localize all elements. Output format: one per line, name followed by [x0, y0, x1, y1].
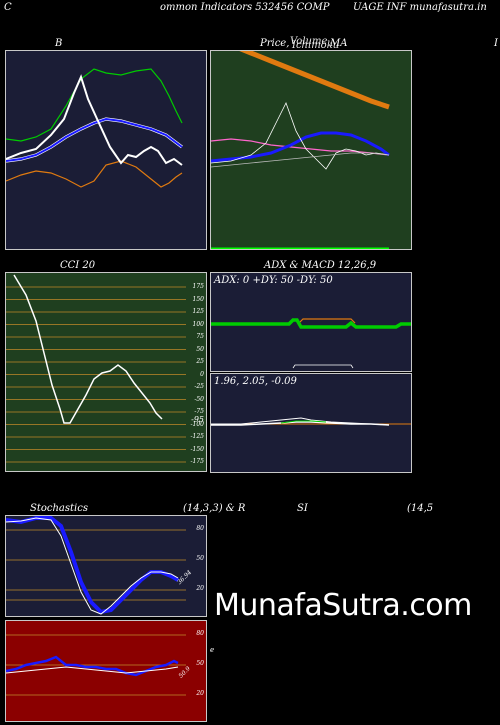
- stoch-tick-80: 80: [196, 525, 204, 532]
- price-ma-panel: [210, 50, 412, 250]
- price-edge-letter: I: [494, 38, 498, 49]
- cci-tick-label: 0: [200, 370, 204, 378]
- stoch-d-line: [6, 517, 179, 615]
- adx-chart: [211, 318, 411, 369]
- cci-panel: -95 175 150 125 100 75 50 25 0 -25 -50 -75 -100 -125…: [5, 272, 207, 472]
- rsi-side-mark: e: [210, 646, 215, 654]
- cci-tick-label: -175: [190, 458, 204, 465]
- rsi-tick-80: 80: [196, 630, 204, 637]
- rsi-params: (14,5: [407, 503, 434, 514]
- bollinger-title: B: [55, 38, 63, 49]
- cci-tick-label: 50: [196, 345, 204, 353]
- header-initial: C: [4, 2, 12, 13]
- stochastics-panel: 80 50 20 36.94: [5, 515, 207, 617]
- rsi-line: [6, 655, 179, 677]
- bollinger-upper-band: [6, 68, 183, 142]
- stoch-tick-50: 50: [196, 555, 204, 562]
- cci-title: CCI 20: [60, 260, 96, 271]
- cci-tick-label: -150: [190, 445, 204, 453]
- macd-panel: 1.96, 2.05, -0.09: [210, 373, 412, 473]
- bollinger-price-line: [6, 74, 183, 166]
- adx-white-box-top: [292, 364, 354, 369]
- macd-line: [211, 421, 390, 426]
- rsi-tick-50: 50: [196, 660, 204, 667]
- cci-tick-label: -75: [194, 408, 204, 415]
- adx-orange-line: [298, 318, 356, 324]
- price-ma-gray-line: [211, 152, 390, 168]
- header-title: ommon Indicators 532456 COMP: [160, 2, 330, 13]
- cci-current-value: -95: [191, 415, 204, 424]
- cci-tick-label: -100: [190, 420, 204, 428]
- cci-tick-label: 175: [192, 283, 204, 290]
- bollinger-middle-band-inner: [6, 117, 183, 162]
- cci-line: [13, 274, 163, 424]
- adx-panel: ADX: 0 +DY: 50 -DY: 50: [210, 272, 412, 372]
- price-ma-chart: [211, 51, 390, 249]
- cci-tick-label: -25: [194, 383, 204, 390]
- cci-tick-label: -50: [194, 395, 204, 403]
- bollinger-lower-band: [6, 160, 183, 188]
- price-ma-blue-line: [211, 131, 390, 163]
- price-title-volume: Volume: [290, 36, 328, 47]
- rsi-title: SI: [297, 503, 308, 514]
- cci-tick-label: -125: [190, 433, 204, 440]
- cci-tick-label: 100: [192, 320, 204, 328]
- macd-readout: 1.96, 2.05, -0.09: [214, 376, 297, 387]
- watermark-logo: MunafaSutra.com: [214, 588, 472, 623]
- price-title-ichimoku: Ichimoku: [292, 40, 340, 51]
- stochastics-title: Stochastics: [30, 503, 88, 514]
- stochastics-params: (14,3,3) & R: [183, 503, 246, 514]
- cci-tick-label: 75: [196, 333, 204, 340]
- stoch-k-line: [6, 516, 179, 615]
- macd-histogram: [280, 420, 327, 424]
- price-title-ma: MA: [330, 38, 348, 49]
- cci-chart: [6, 274, 186, 463]
- cci-tick-label: 125: [192, 308, 204, 315]
- rsi-chart: [6, 634, 186, 696]
- bollinger-middle-band: [6, 117, 183, 163]
- adx-readout: ADX: 0 +DY: 50 -DY: 50: [214, 275, 333, 286]
- rsi-panel: 80 50 20 50.9: [5, 620, 207, 722]
- price-ma-pink-line: [211, 138, 390, 156]
- stochastics-chart: [6, 516, 186, 615]
- bollinger-panel: [5, 50, 207, 250]
- macd-chart: [211, 417, 411, 426]
- stoch-tick-20: 20: [196, 585, 204, 592]
- price-ma-orange-trend: [239, 51, 390, 110]
- rsi-tick-20: 20: [196, 690, 204, 697]
- price-ma-white-thin: [211, 101, 390, 170]
- price-title-a: Price,: [260, 38, 290, 49]
- cci-tick-label: 150: [192, 295, 204, 303]
- bollinger-chart: [6, 68, 183, 188]
- adx-macd-title: ADX & MACD 12,26,9: [264, 260, 377, 271]
- header-source: UAGE INF munafasutra.in: [353, 2, 487, 13]
- adx-green-line: [211, 318, 411, 329]
- rsi-signal-line: [6, 666, 179, 674]
- cci-tick-label: 25: [196, 358, 204, 365]
